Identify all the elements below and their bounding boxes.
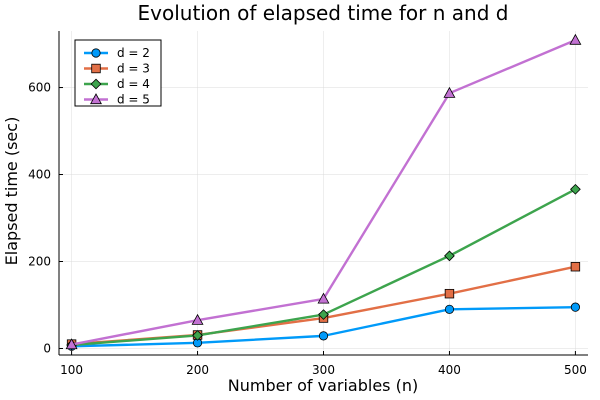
legend-label-2: d = 3: [117, 62, 150, 76]
data-point-series-1-500: [570, 302, 581, 312]
chart-title: Evolution of elapsed time for n and d: [138, 1, 509, 25]
series-lines: [65, 33, 582, 351]
legend-marker-4: [90, 93, 102, 105]
data-point-series-2-500: [570, 262, 581, 272]
series-1: [66, 302, 581, 351]
y-tick-label-400: 400: [28, 168, 51, 182]
y-tick-label-0: 0: [43, 341, 51, 355]
data-point-series-3-300: [318, 309, 329, 320]
x-tick-label-400: 400: [438, 363, 461, 377]
x-tick-label-500: 500: [564, 363, 587, 377]
y-tick-label-600: 600: [28, 81, 51, 95]
data-point-series-4-200: [191, 313, 204, 325]
x-tick-label-300: 300: [312, 363, 335, 377]
data-point-series-1-300: [318, 331, 329, 341]
data-point-series-3-500: [570, 183, 581, 195]
data-point-series-4-500: [569, 33, 582, 45]
data-point-series-4-400: [443, 86, 456, 98]
series-4: [65, 33, 582, 350]
x-axis-label: Number of variables (n): [228, 376, 418, 395]
legend-marker-1: [91, 48, 101, 58]
legend-marker-2: [91, 63, 101, 74]
data-point-series-2-400: [444, 288, 455, 299]
x-tick-label-200: 200: [186, 363, 209, 377]
legend-label-1: d = 2: [117, 46, 150, 60]
legend-label-4: d = 5: [117, 93, 150, 107]
x-tick-label-100: 100: [60, 363, 83, 377]
legend-label-3: d = 4: [117, 77, 150, 91]
legend: d = 2 d = 3d = 4 d = 5: [74, 39, 162, 107]
axis-ticks: 100 200 300 400 500 0 200 400 600: [28, 81, 587, 377]
legend-box: [74, 39, 162, 107]
data-point-series-4-300: [317, 292, 330, 304]
data-point-series-4-100: [65, 338, 78, 350]
data-point-series-1-400: [444, 304, 455, 314]
y-axis-label: Elapsed time (sec): [2, 117, 21, 266]
data-point-series-3-200: [192, 330, 203, 341]
y-tick-label-200: 200: [28, 254, 51, 268]
data-point-series-3-400: [444, 250, 455, 262]
legend-marker-3: [90, 78, 102, 90]
